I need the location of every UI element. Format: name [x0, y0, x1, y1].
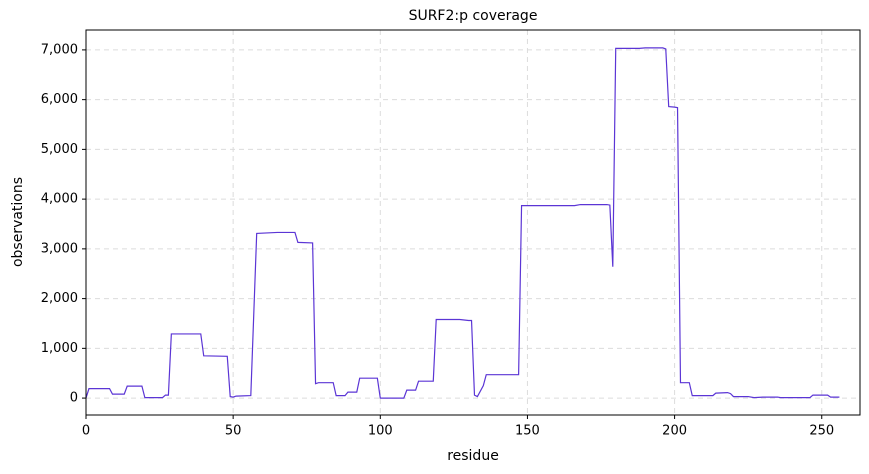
- chart-title: SURF2:p coverage: [409, 8, 538, 24]
- x-tick-label: 0: [82, 424, 90, 439]
- x-tick-label: 100: [368, 424, 393, 439]
- plot-frame: [85, 29, 861, 416]
- x-tick-label: 50: [225, 424, 242, 439]
- line: [85, 47, 840, 399]
- y-tick-label: 3,000: [41, 241, 78, 256]
- x-tick-label: 250: [809, 424, 834, 439]
- y-tick-label: 7,000: [41, 42, 78, 57]
- x-tick-label: 200: [662, 424, 687, 439]
- y-tick-label: 1,000: [41, 341, 78, 356]
- y-tick-label: 6,000: [41, 92, 78, 107]
- y-axis-label: observations: [10, 177, 26, 267]
- y-tick-label: 0: [70, 391, 78, 406]
- x-axis-label: residue: [447, 448, 499, 464]
- y-tick-label: 5,000: [41, 142, 78, 157]
- y-tick-label: 4,000: [41, 192, 78, 207]
- y-tick-label: 2,000: [41, 291, 78, 306]
- x-tick-label: 150: [515, 424, 540, 439]
